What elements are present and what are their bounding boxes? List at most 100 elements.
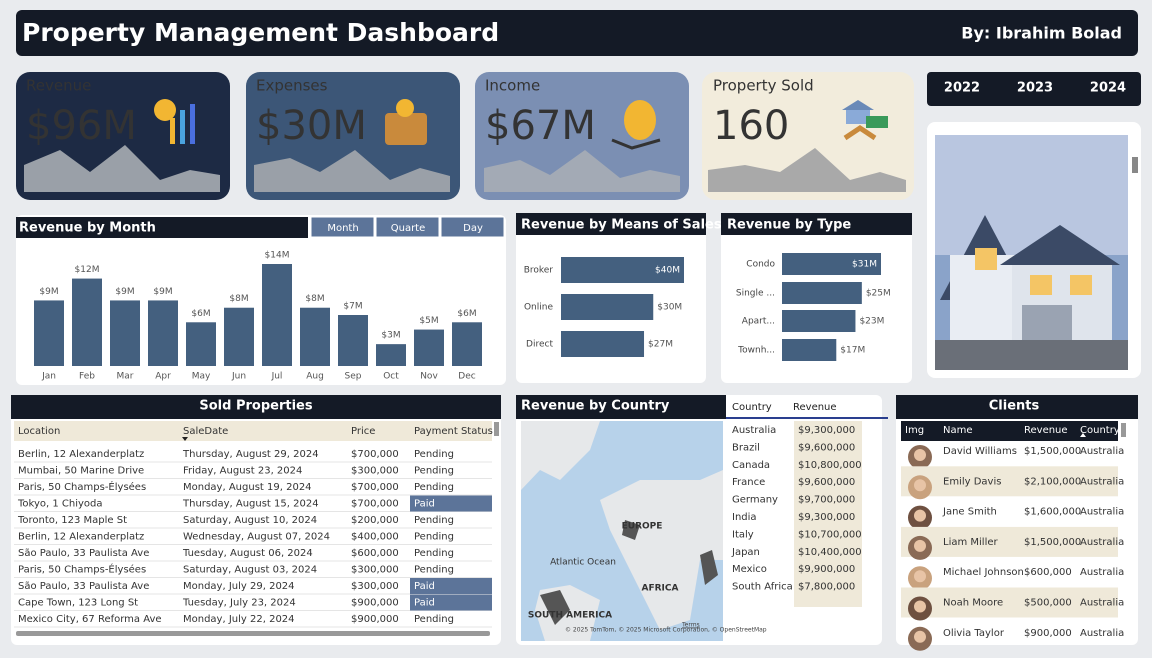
bar [148, 300, 178, 366]
table-cell: $9,700,000 [798, 495, 855, 506]
table-cell: $9,900,000 [798, 564, 855, 575]
table-cell: $700,000 [351, 499, 399, 510]
bar [186, 322, 216, 366]
sparkline [254, 150, 450, 192]
table-cell: $10,800,000 [798, 460, 862, 471]
table-cell: $300,000 [351, 466, 399, 477]
table-cell: $1,500,000 [1024, 537, 1081, 548]
data-label: $6M [457, 309, 476, 319]
data-label: $12M [75, 265, 100, 275]
table-cell: $10,700,000 [798, 529, 862, 540]
period-button[interactable] [375, 216, 440, 238]
author: By: Ibrahim Bolad [961, 24, 1122, 43]
sparkline [24, 145, 220, 192]
x-tick-label: Nov [420, 372, 438, 382]
panel-title-bar [516, 395, 726, 419]
year-button[interactable]: 2022 [944, 81, 980, 96]
period-button-label[interactable]: Day [463, 223, 483, 234]
row-bg [901, 587, 1118, 618]
table-cell: $700,000 [351, 482, 399, 493]
table-cell: Mumbai, 50 Marine Drive [18, 466, 144, 477]
table-cell: Canada [732, 460, 770, 471]
table-cell: Thursday, August 15, 2024 [182, 499, 319, 510]
table-cell: $10,400,000 [798, 547, 862, 558]
table-cell: Jane Smith [942, 507, 997, 518]
y-tick-label: Broker [524, 266, 554, 276]
scrollbar [16, 631, 490, 636]
data-label: $9M [39, 287, 58, 297]
data-label: $6M [191, 309, 210, 319]
table-cell: Noah Moore [943, 598, 1003, 609]
sort-arrow [182, 437, 188, 441]
table-cell: India [732, 512, 757, 523]
table-title: Clients [989, 399, 1040, 414]
year-button[interactable]: 2024 [1090, 81, 1126, 96]
table-cell: Monday, August 19, 2024 [183, 482, 312, 493]
map-label: Atlantic Ocean [550, 558, 616, 568]
table-cell: Tuesday, July 23, 2024 [182, 598, 296, 609]
table-cell: Monday, July 29, 2024 [183, 581, 295, 592]
table-cell: $9,600,000 [798, 477, 855, 488]
table-cell: Australia [1080, 567, 1124, 578]
table-cell: Pending [414, 548, 454, 559]
data-label: $30M [657, 303, 682, 313]
data-label: $5M [419, 316, 438, 326]
year-slicer [927, 72, 1141, 106]
x-tick-label: May [192, 372, 211, 382]
header-bar [16, 10, 1138, 56]
bar [782, 282, 862, 304]
bar [452, 322, 482, 366]
table-cell: Michael Johnson [943, 567, 1024, 578]
bar [72, 278, 102, 366]
table-cell: Pending [414, 482, 454, 493]
bar [224, 307, 254, 366]
table-cell: Germany [732, 495, 778, 506]
map-attribution: © 2025 TomTom, © 2025 Microsoft Corporat… [565, 627, 767, 634]
bar [782, 253, 881, 275]
table-cell: $900,000 [351, 614, 399, 625]
year-button[interactable]: 2023 [1017, 81, 1053, 96]
kpi-label: Revenue [26, 77, 91, 95]
y-tick-label: Condo [746, 260, 775, 270]
kpi-icon [611, 100, 661, 150]
period-button[interactable] [310, 216, 375, 238]
table-cell: Berlin, 12 Alexanderplatz [18, 532, 144, 543]
x-tick-label: Jun [231, 372, 246, 382]
table-cell: Cape Town, 123 Long St [18, 598, 138, 609]
table-cell: São Paulo, 33 Paulista Ave [18, 581, 149, 592]
period-button[interactable] [440, 216, 505, 238]
client-avatar-face [914, 630, 926, 643]
table-cell: Brazil [732, 442, 760, 453]
period-button-label[interactable]: Quarte [391, 223, 426, 234]
kpi-label: Property Sold [713, 77, 814, 95]
x-tick-label: Apr [155, 372, 171, 382]
table-cell: Australia [1080, 628, 1124, 639]
column-header: Name [943, 425, 973, 436]
table-cell: Toronto, 123 Maple St [17, 515, 127, 526]
map-terms[interactable]: Terms [681, 622, 700, 629]
kpi-label: Income [485, 77, 540, 95]
table-cell: $2,100,000 [1024, 476, 1081, 487]
table-cell: Saturday, August 03, 2024 [183, 565, 317, 576]
table-cell: David Williams [943, 446, 1017, 457]
scrollbar [1121, 423, 1126, 437]
table-cell: Australia [1080, 476, 1124, 487]
kpi-value: 160 [713, 103, 789, 149]
table-cell: Saturday, August 10, 2024 [183, 515, 317, 526]
panel [11, 395, 501, 645]
client-avatar-face [914, 539, 926, 552]
table-cell: Liam Miller [943, 537, 999, 548]
table-cell: $9,300,000 [798, 512, 855, 523]
kpi-cards [16, 72, 914, 200]
table-cell: Pending [414, 614, 454, 625]
data-label: $9M [153, 287, 172, 297]
column-header: Revenue [793, 402, 837, 413]
table-cell: $9,300,000 [798, 425, 855, 436]
table-header-bg [901, 421, 1118, 441]
kpi-value: $96M [26, 103, 137, 149]
table-cell: Pending [414, 449, 454, 460]
x-tick-label: Mar [117, 372, 134, 382]
row-bg [901, 466, 1118, 497]
period-button-label[interactable]: Month [327, 223, 358, 234]
